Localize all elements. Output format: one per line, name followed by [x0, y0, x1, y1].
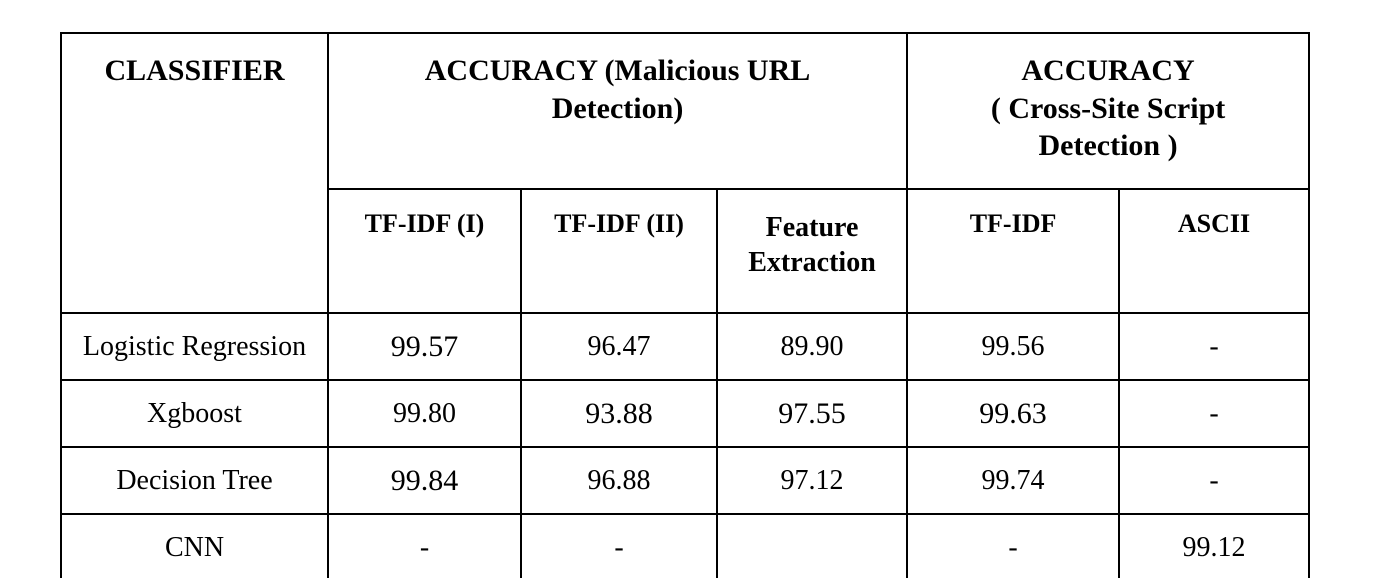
value-cell: -: [1118, 446, 1311, 515]
value-cell: 99.12: [1118, 513, 1311, 578]
subheader-label: TF-IDF (I): [364, 209, 485, 238]
subheader-label: Feature Extraction: [748, 212, 876, 278]
subheader-feature-extraction: Feature Extraction: [715, 188, 909, 314]
value-cell: 99.57: [327, 312, 522, 381]
classifier-cell: CNN: [60, 513, 329, 578]
classifier-cell: Logistic Regression: [60, 312, 329, 381]
table-row: CNN - - - 99.12: [60, 513, 1311, 578]
value-cell: 99.84: [327, 446, 522, 515]
header-malicious-url-label: ACCURACY (Malicious URL Detection): [424, 54, 811, 125]
value-cell: 99.63: [906, 379, 1121, 448]
value-cell: 89.90: [715, 312, 909, 381]
header-xss: ACCURACY ( Cross-Site Script Detection ): [906, 32, 1311, 190]
classifier-cell: Decision Tree: [60, 446, 329, 515]
value-cell: 96.88: [520, 446, 718, 515]
value-cell: 99.74: [906, 446, 1121, 515]
value-cell: 97.55: [715, 379, 909, 448]
value-cell: 99.80: [327, 379, 522, 448]
subheader-tfidf-xss: TF-IDF: [906, 188, 1121, 314]
value-cell: 97.12: [715, 446, 909, 515]
value-cell: [715, 513, 909, 578]
value-cell: -: [520, 513, 718, 578]
header-classifier: CLASSIFIER: [60, 32, 329, 314]
table-row: Logistic Regression 99.57 96.47 89.90 99…: [60, 312, 1311, 381]
header-malicious-url: ACCURACY (Malicious URL Detection): [326, 32, 909, 190]
value-cell: -: [906, 513, 1121, 578]
subheader-tfidf-1: TF-IDF (I): [327, 188, 522, 314]
header-classifier-label: CLASSIFIER: [104, 54, 285, 87]
header-row-sub: TF-IDF (I) TF-IDF (II) Feature Extractio…: [61, 188, 1311, 314]
subheader-label: TF-IDF: [969, 209, 1057, 238]
subheader-tfidf-2: TF-IDF (II): [520, 188, 718, 314]
value-cell: 99.56: [906, 312, 1121, 381]
subheader-label: ASCII: [1177, 209, 1251, 238]
value-cell: 93.88: [520, 379, 718, 448]
classifier-cell: Xgboost: [60, 379, 329, 448]
value-cell: -: [1118, 312, 1311, 381]
accuracy-table: CLASSIFIER ACCURACY (Malicious URL Detec…: [60, 32, 1311, 578]
value-cell: -: [327, 513, 522, 578]
header-xss-label: ACCURACY ( Cross-Site Script Detection ): [990, 54, 1226, 162]
value-cell: -: [1118, 379, 1311, 448]
subheader-label: TF-IDF (II): [554, 209, 684, 238]
table-row: Decision Tree 99.84 96.88 97.12 99.74 -: [60, 446, 1311, 515]
subheader-ascii: ASCII: [1118, 188, 1311, 314]
header-row-top: CLASSIFIER ACCURACY (Malicious URL Detec…: [60, 32, 1311, 314]
value-cell: 96.47: [520, 312, 718, 381]
table-row: Xgboost 99.80 93.88 97.55 99.63 -: [60, 379, 1311, 448]
